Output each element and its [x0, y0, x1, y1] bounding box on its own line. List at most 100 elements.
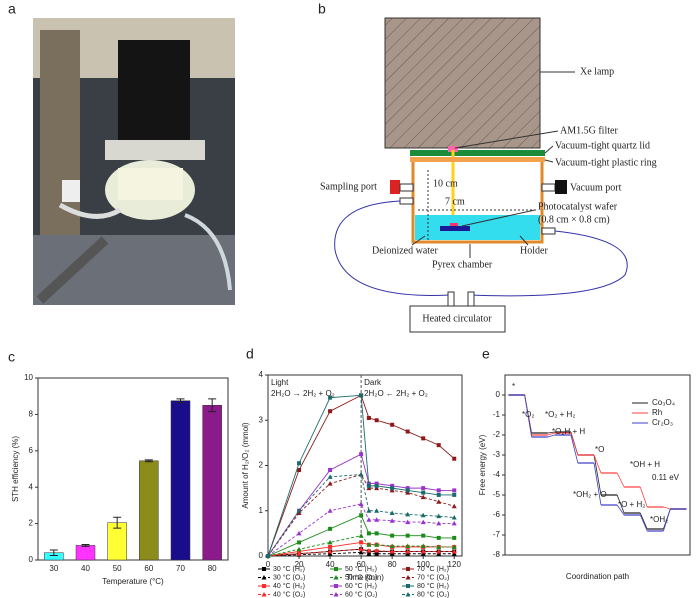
connector: [639, 514, 648, 532]
marker: [405, 548, 411, 554]
legend-label: 80 °C (O₂): [417, 590, 449, 598]
marker: [436, 520, 442, 526]
legend-label: 70 °C (O₂): [417, 573, 449, 581]
marker: [421, 533, 426, 538]
x-tick-label: 40: [326, 560, 335, 569]
connector: [547, 431, 555, 434]
error-bar: [49, 549, 58, 556]
annotation: Light: [271, 378, 289, 387]
marker: [328, 395, 333, 400]
marker: [405, 490, 411, 495]
y-tick-label: -5: [493, 490, 501, 499]
annotation: *OH + H: [630, 460, 660, 469]
marker: [451, 544, 457, 549]
label: 7 cm: [445, 196, 465, 207]
legend-label: 50 °C (O₂): [345, 573, 377, 581]
annotation: Dark: [364, 378, 382, 387]
legend-label: 40 °C (O₂): [273, 590, 305, 598]
marker: [297, 540, 302, 545]
marker: [436, 544, 442, 549]
y-tick-label: -7: [493, 530, 501, 539]
marker: [436, 499, 442, 504]
marker: [366, 483, 371, 488]
connector: [547, 432, 555, 436]
label: Holder: [520, 245, 548, 256]
y-tick-label: 1: [259, 506, 264, 515]
marker: [265, 553, 271, 558]
annotation: 2H₂O → 2H₂ + O₂: [271, 389, 335, 398]
marker: [374, 481, 379, 486]
legend-marker: [334, 567, 338, 571]
legend-marker: [405, 575, 411, 580]
legend-marker: [405, 592, 411, 597]
marker: [390, 533, 395, 538]
x-axis-label: Coordination path: [566, 572, 629, 581]
marker: [389, 548, 395, 554]
marker: [358, 501, 364, 506]
marker: [297, 468, 302, 473]
x-tick-label: 80: [388, 560, 397, 569]
marker: [420, 512, 426, 518]
label: Sampling port: [320, 181, 377, 192]
marker: [296, 546, 302, 552]
line: [267, 503, 455, 557]
marker: [328, 409, 333, 414]
x-tick-label: 50: [113, 564, 122, 573]
x-tick-label: 30: [49, 564, 58, 573]
marker: [436, 551, 442, 556]
legend-marker: [262, 567, 266, 571]
annotation: 2H₂O ← 2H₂ + O₂: [364, 389, 428, 398]
panel-label: b: [318, 1, 326, 17]
marker: [327, 481, 333, 486]
x-tick-label: 0: [266, 560, 271, 569]
marker: [296, 530, 302, 536]
marker: [436, 513, 442, 519]
marker: [451, 551, 457, 556]
label: Xe lamp: [580, 66, 614, 77]
connector: [616, 494, 625, 514]
connector: [593, 454, 602, 496]
marker: [389, 518, 395, 523]
connector: [593, 454, 602, 474]
marker: [451, 520, 457, 526]
marker: [328, 468, 333, 473]
connector: [570, 434, 579, 464]
y-tick-label: -6: [493, 510, 501, 519]
marker: [436, 535, 441, 540]
legend-label: 70 °C (H₂): [417, 565, 449, 573]
marker: [452, 456, 457, 461]
marker: [374, 483, 379, 488]
error-bar: [81, 544, 90, 547]
annotation: *O + H₂: [618, 500, 645, 509]
marker: [405, 543, 411, 549]
y-tick-label: 4: [259, 370, 264, 379]
label: Vacuum-tight plastic ring: [555, 157, 657, 168]
marker: [327, 548, 333, 554]
marker: [296, 510, 302, 516]
marker: [374, 485, 380, 491]
marker: [359, 393, 364, 398]
marker: [451, 515, 457, 520]
y-tick-label: -3: [493, 450, 501, 459]
line: [267, 548, 455, 557]
x-tick-label: 80: [208, 564, 217, 573]
marker: [436, 488, 441, 493]
x-tick-label: 120: [448, 560, 462, 569]
legend-label: 80 °C (H₂): [417, 582, 449, 590]
y-axis-label: STH efficiency (%): [11, 436, 20, 502]
marker: [405, 488, 410, 493]
marker: [296, 508, 302, 513]
marker: [374, 542, 380, 547]
line: [267, 551, 455, 557]
marker: [420, 519, 426, 525]
y-tick-label: 10: [24, 373, 33, 382]
x-tick-label: 60: [144, 564, 153, 573]
legend-label: 60 °C (O₂): [345, 590, 377, 598]
marker: [374, 508, 380, 513]
legend-marker: [261, 575, 267, 580]
x-tick-label: 20: [295, 560, 304, 569]
marker: [366, 551, 372, 556]
y-tick-label: 3: [259, 415, 264, 424]
legend-marker: [333, 592, 339, 597]
marker: [366, 508, 372, 513]
